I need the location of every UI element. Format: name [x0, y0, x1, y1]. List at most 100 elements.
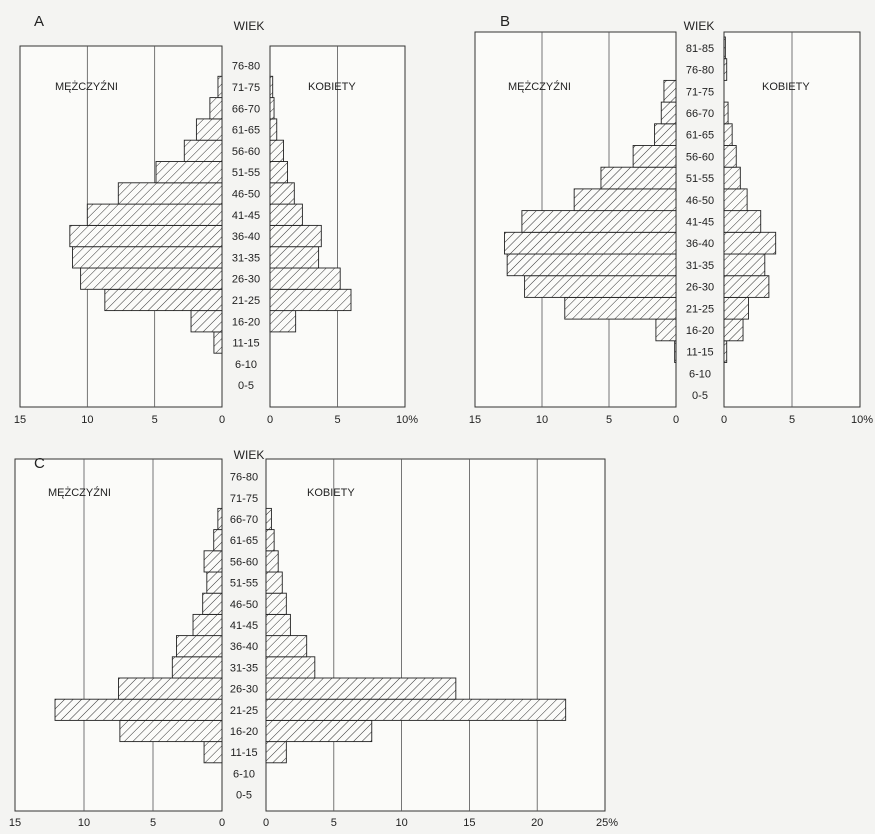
bar-women: [723, 145, 737, 168]
age-group-label: 26-30: [686, 282, 714, 294]
bar-men: [118, 677, 223, 700]
tick-label-women: 10: [395, 817, 407, 829]
tick-label-men: 15: [9, 817, 21, 829]
bar-women: [723, 36, 726, 60]
age-group-label: 41-45: [232, 210, 260, 222]
bar-women: [269, 288, 352, 312]
bar-men: [506, 253, 677, 277]
bar-women: [723, 296, 749, 320]
bar-women: [269, 203, 303, 226]
age-group-label: 46-50: [230, 599, 258, 611]
bar-men: [203, 741, 223, 764]
age-group-label: 31-35: [686, 260, 714, 272]
tick-label-men: 10: [536, 414, 548, 426]
bar-men: [206, 571, 223, 594]
age-group-label: 41-45: [686, 216, 714, 228]
age-group-label: 16-20: [686, 325, 714, 337]
age-group-label: 81-85: [686, 43, 714, 55]
age-group-label: 36-40: [686, 238, 714, 250]
age-axis-header: WIEK: [234, 448, 265, 462]
age-group-label: 11-15: [230, 747, 257, 759]
bar-women: [265, 656, 316, 679]
tick-label-men: 10: [78, 817, 90, 829]
bar-men: [192, 613, 223, 637]
tick-label-men: 0: [219, 817, 225, 829]
tick-label-women: 25%: [596, 817, 618, 829]
age-group-label: 66-70: [230, 514, 258, 526]
bar-women: [265, 613, 291, 637]
age-group-label: 71-75: [686, 86, 714, 98]
bar-women: [723, 275, 770, 298]
bar-women: [265, 550, 279, 573]
panel-b: B WIEK MĘŻCZYŹNI KOBIETY 0-5 6-10 11-15 16-20 21…: [469, 13, 873, 426]
bar-men: [213, 331, 223, 354]
bar-women: [265, 507, 272, 531]
bar-men: [663, 79, 677, 103]
bar-women: [269, 182, 295, 205]
age-group-label: 61-65: [230, 535, 258, 547]
age-group-label: 6-10: [233, 768, 255, 780]
frame-women: [265, 458, 606, 812]
bar-men: [155, 161, 223, 184]
bar-men: [217, 75, 223, 99]
panel-letter: B: [500, 13, 510, 30]
bar-men: [213, 529, 223, 552]
bar-men: [195, 118, 223, 141]
women-label: KOBIETY: [307, 487, 355, 499]
age-axis-header: WIEK: [684, 19, 715, 33]
bar-women: [265, 741, 287, 764]
panel-letter: A: [34, 13, 44, 30]
age-group-label: 71-75: [230, 493, 258, 505]
bar-women: [265, 635, 308, 658]
bar-men: [632, 145, 677, 168]
tick-label-men: 0: [219, 414, 225, 426]
bar-men: [655, 318, 677, 342]
age-group-label: 71-75: [232, 82, 260, 94]
bar-men: [176, 635, 223, 658]
age-group-label: 0-5: [692, 390, 708, 402]
tick-label-women: 10%: [396, 414, 418, 426]
bar-men: [524, 275, 677, 298]
age-group-label: 61-65: [686, 130, 714, 142]
tick-label-women: 0: [721, 414, 727, 426]
bar-men: [171, 656, 223, 679]
tick-label-men: 0: [673, 414, 679, 426]
bar-women: [723, 231, 777, 255]
tick-label-women: 20: [531, 817, 543, 829]
bar-men: [674, 340, 677, 363]
bar-women: [269, 246, 320, 269]
men-label: MĘŻCZYŹNI: [48, 486, 111, 499]
bar-men: [190, 310, 223, 333]
age-group-label: 56-60: [230, 556, 258, 568]
bar-men: [202, 592, 223, 615]
bar-men: [209, 97, 223, 120]
bar-women: [723, 166, 741, 190]
age-group-label: 0-5: [236, 790, 252, 802]
tick-label-men: 15: [14, 414, 26, 426]
bar-men: [72, 246, 223, 269]
bar-women: [269, 97, 275, 120]
age-group-label: 26-30: [232, 274, 260, 286]
age-group-label: 56-60: [232, 146, 260, 158]
bar-men: [203, 550, 223, 573]
bar-men: [600, 166, 677, 190]
age-group-label: 51-55: [230, 578, 258, 590]
bar-women: [269, 118, 278, 141]
bar-men: [183, 139, 223, 162]
bar-women: [269, 224, 322, 248]
age-group-label: 0-5: [238, 380, 254, 392]
age-group-label: 6-10: [689, 368, 711, 380]
frame-men: [14, 458, 223, 812]
tick-label-men: 15: [469, 414, 481, 426]
age-group-label: 21-25: [230, 705, 258, 717]
bar-men: [117, 182, 223, 205]
bar-women: [265, 719, 373, 743]
age-group-label: 61-65: [232, 125, 260, 137]
bar-men: [80, 267, 223, 290]
age-group-label: 46-50: [232, 188, 260, 200]
age-group-label: 36-40: [230, 641, 258, 653]
bar-women: [265, 677, 457, 700]
tick-label-men: 5: [150, 817, 156, 829]
bar-women: [265, 698, 567, 721]
